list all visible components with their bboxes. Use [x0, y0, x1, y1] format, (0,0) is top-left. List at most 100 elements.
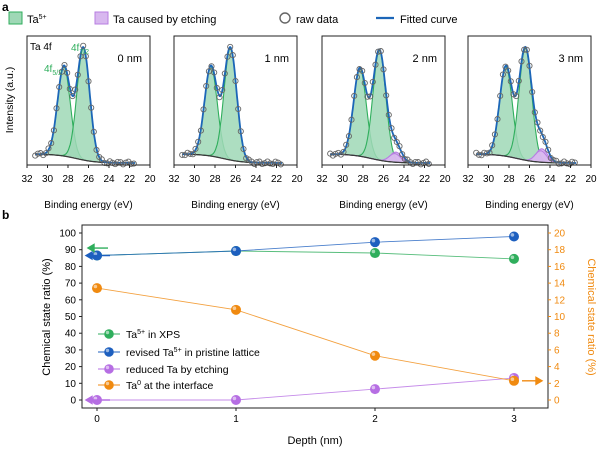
x-tick-label: 26	[83, 174, 95, 185]
raw-data-point	[56, 83, 63, 91]
raw-data-point	[383, 92, 390, 99]
y-tick-label-right: 10	[554, 312, 566, 323]
y-tick-label-right: 6	[554, 345, 560, 356]
x-tick-label: 28	[209, 174, 221, 185]
y-tick-label-left: 90	[65, 245, 77, 256]
raw-data-point	[61, 61, 68, 69]
y-axis-label-left: Chemical state ratio (%)	[41, 258, 53, 375]
ta5-peak-4f72-fill	[476, 48, 577, 164]
raw-data-point	[351, 92, 358, 99]
raw-data-point	[277, 161, 284, 168]
x-tick-label: 24	[103, 174, 115, 185]
raw-data-point	[345, 133, 352, 140]
data-point	[231, 395, 241, 405]
raw-data-point	[50, 127, 57, 134]
x-tick-label: 30	[42, 174, 54, 185]
data-point	[231, 246, 241, 257]
raw-data-point	[483, 150, 490, 157]
y-axis-label-right: Chemical state ratio (%)	[585, 258, 597, 375]
y-tick-label-left: 50	[65, 312, 77, 323]
raw-data-point	[377, 48, 384, 55]
xps-panel: 32 30 28 26 24 22 20 Binding energy (eV) 0 nm Ta …	[21, 35, 156, 211]
depth-label: 3 nm	[559, 53, 583, 65]
raw-data-point	[523, 46, 530, 53]
legend-marker	[104, 347, 114, 357]
xps-panels: 32 30 28 26 24 22 20 Binding energy (eV) 0 nm Ta …	[21, 35, 597, 211]
raw-data-point	[563, 160, 570, 167]
raw-data-point	[348, 116, 355, 123]
x-tick-label: 20	[585, 174, 597, 185]
legend-label: Ta0 at the interface	[126, 380, 214, 392]
raw-data-point	[189, 151, 196, 158]
data-point	[370, 384, 380, 395]
legend-marker-highlight	[105, 348, 110, 353]
x-tick-label: 30	[483, 174, 495, 185]
data-point-highlight	[510, 233, 515, 237]
raw-data-point	[399, 151, 406, 158]
legend-ta5-swatch	[8, 11, 23, 25]
raw-data-point	[340, 148, 347, 155]
raw-data-point	[272, 158, 279, 165]
x-tick-label: 1	[233, 414, 239, 425]
ta5-peak-4f72-fill	[330, 50, 431, 163]
x-tick-label: 20	[439, 174, 451, 185]
raw-data-point	[88, 104, 95, 111]
raw-data-point	[187, 150, 194, 157]
x-tick-label: 20	[144, 174, 156, 185]
raw-data-point	[240, 145, 247, 153]
raw-data-point	[211, 69, 218, 76]
xps-panel: 32 30 28 26 24 22 20 Binding energy (eV) 2 nm	[316, 35, 451, 211]
x-tick-label: 30	[337, 174, 349, 185]
raw-data-point	[74, 71, 81, 78]
raw-data-point	[235, 105, 242, 113]
y-tick-label-right: 4	[554, 362, 560, 373]
depth-label: 0 nm	[118, 53, 142, 65]
raw-data-point	[380, 66, 387, 73]
raw-data-point	[179, 151, 186, 158]
ta5-peak-4f72-fill	[182, 48, 283, 163]
raw-data-point	[486, 149, 493, 156]
x-tick-label: 2	[372, 414, 378, 425]
legend-marker	[104, 380, 114, 390]
raw-data-point	[359, 67, 366, 74]
y-tick-label-left: 80	[65, 262, 77, 273]
raw-data-point	[42, 150, 49, 157]
data-point-highlight	[510, 377, 515, 381]
y-tick-label-right: 12	[554, 295, 566, 306]
raw-data-point	[396, 143, 403, 150]
data-point-highlight	[232, 306, 237, 311]
raw-data-point	[367, 93, 374, 100]
raw-data-point	[48, 140, 55, 147]
x-tick-label: 24	[544, 174, 556, 185]
raw-data-point	[521, 46, 528, 53]
spectrum-label: Ta 4f	[30, 42, 52, 53]
x-axis-label: Binding energy (eV)	[191, 200, 279, 211]
y-tick-label-right: 18	[554, 245, 566, 256]
y-axis-label-a: Intensity (a.u.)	[4, 67, 16, 134]
raw-data-point	[216, 94, 223, 101]
data-point-highlight	[371, 352, 376, 356]
series-line	[97, 377, 515, 401]
x-tick-label: 20	[291, 174, 303, 185]
raw-data-point	[232, 77, 239, 85]
raw-data-point	[82, 53, 89, 60]
y-tick-label-right: 14	[554, 279, 566, 290]
raw-data-point	[425, 160, 432, 167]
panel-label-b: b	[2, 208, 9, 222]
data-point	[92, 283, 102, 294]
arrow-green-to-left-axis	[86, 243, 108, 253]
x-axis-label: Binding energy (eV)	[485, 200, 573, 211]
raw-data-point	[85, 78, 92, 85]
raw-data-point	[491, 131, 498, 138]
raw-data-point	[203, 82, 210, 90]
raw-data-point	[499, 71, 506, 78]
fitted-curve	[35, 46, 136, 164]
raw-data-point	[197, 127, 204, 134]
data-point-highlight	[371, 385, 376, 390]
raw-data-point	[545, 146, 552, 153]
x-tick-label: 22	[565, 174, 577, 185]
raw-data-point	[208, 63, 215, 70]
raw-data-point	[537, 127, 544, 134]
x-tick-label: 28	[503, 174, 515, 185]
